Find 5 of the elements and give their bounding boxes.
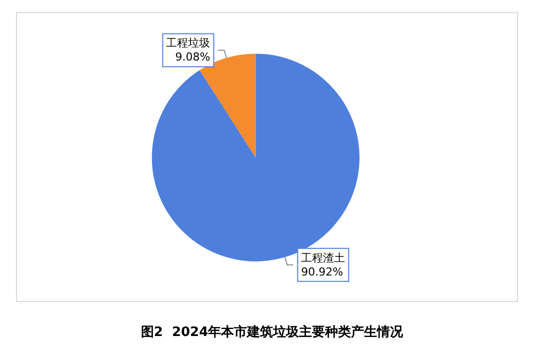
slice-label: 工程渣土	[301, 251, 346, 264]
slice-label: 工程垃圾	[166, 36, 210, 50]
text: 图2 2024年本市建筑垃圾主要种类产生情况	[140, 324, 404, 340]
data-label: 90.92%	[301, 265, 344, 278]
data-label: 9.08%	[175, 50, 210, 64]
